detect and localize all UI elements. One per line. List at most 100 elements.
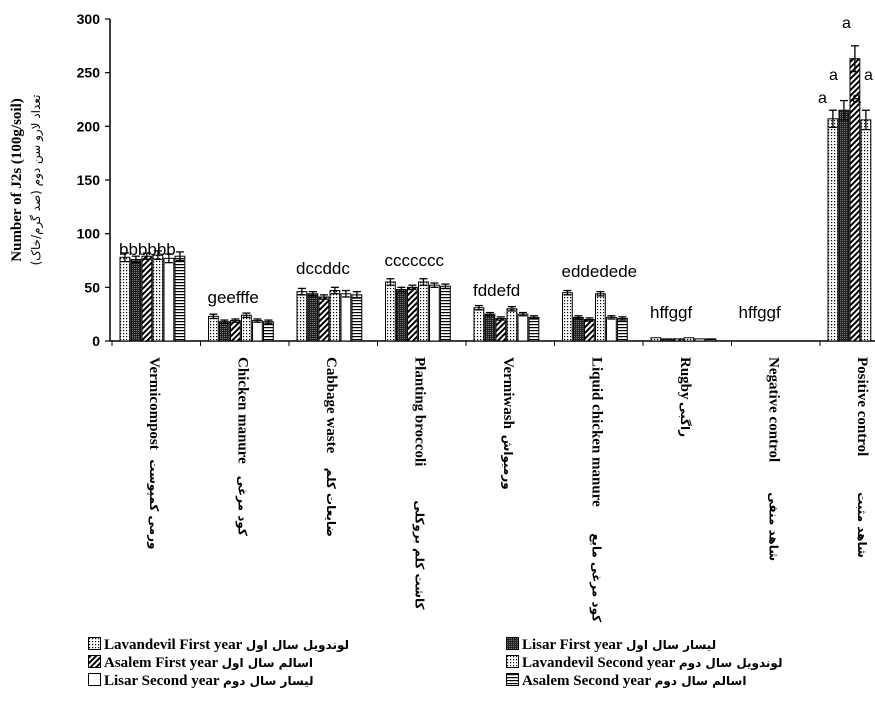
bar (241, 314, 252, 342)
bar (396, 288, 407, 342)
category-label-fa: راگبی (678, 402, 692, 437)
significance-letters: geefffe (208, 288, 259, 307)
legend-label-fa: لیسار سال دوم (223, 674, 314, 688)
bar (252, 320, 263, 342)
y-tick-label: 250 (77, 65, 101, 81)
y-tick-label: 0 (92, 333, 100, 349)
y-axis-title-fa: تعداد لارو سن دوم (صد گرم/خاک) (29, 95, 44, 266)
category-label-en: Negative control (766, 357, 782, 462)
legend-label: Asalem First year (104, 655, 222, 671)
legend-swatch (88, 673, 101, 686)
legend-label: Lavandevil First year (104, 637, 246, 653)
bar (208, 315, 219, 342)
category-label: Negative control شاهد منفی (766, 357, 782, 561)
significance-letter: a (852, 90, 861, 107)
bar (340, 293, 352, 342)
significance-letter: a (829, 67, 838, 84)
bar (506, 308, 518, 342)
bar (119, 256, 131, 342)
legend-label: Lisar Second year (104, 673, 224, 689)
legend-swatch (88, 655, 101, 668)
bar (517, 313, 529, 342)
bar (584, 319, 595, 342)
category-label-fa: ضایعات کلم (324, 468, 338, 537)
bar (318, 296, 330, 342)
bar (860, 119, 872, 342)
category-label: Positive control شاهد مثبت (854, 357, 870, 558)
category-label-fa: ورمی کمپوست (146, 459, 161, 549)
category-label-en: Liquid chicken manure (589, 357, 605, 507)
bar (418, 281, 429, 342)
legend-label-fa: اسالم سال اول (221, 656, 314, 670)
legend: Lisar First year لیسار سال اول Lavandevil… (506, 636, 782, 690)
bar (385, 281, 396, 342)
significance-letters: hffggf (739, 303, 782, 322)
bar (329, 290, 341, 342)
category-label: Cabbage waste ضایعات کلم (323, 357, 339, 537)
bar (573, 316, 584, 342)
legend-label-fa: لوندویل سال اول (245, 638, 349, 652)
bar (130, 258, 142, 342)
bar (528, 316, 540, 342)
legend-swatch (506, 673, 519, 686)
bar (838, 109, 850, 342)
y-tick-label: 50 (84, 279, 100, 295)
bar (429, 284, 440, 342)
legend-label: Asalem Second year (522, 673, 655, 689)
category-label: Vermicompost ورمی کمپوست (146, 357, 162, 549)
significance-letters: dccddc (296, 259, 350, 278)
bar (661, 338, 673, 342)
bar (407, 286, 418, 342)
category-label-en: Planting broccoli (412, 357, 428, 466)
significance-letters: eddedede (562, 262, 638, 281)
significance-letter: a (842, 15, 851, 32)
legend-swatch (506, 655, 519, 668)
y-tick-label: 100 (77, 226, 101, 242)
significance-letter: a (864, 67, 873, 84)
bar (307, 293, 319, 342)
bar (617, 317, 628, 342)
category-label-fa: کود مرغی (235, 476, 250, 536)
legend-swatch (88, 637, 101, 650)
category-label-fa: کود مرغی مایع (589, 533, 604, 622)
bar (141, 255, 153, 342)
y-tick-label: 150 (77, 172, 101, 188)
category-label-fa: ورمیواش (500, 435, 515, 490)
category-label-en: Vermicompost (146, 357, 162, 450)
category-label-en: Vermiwash (500, 357, 516, 430)
category-label: Vermiwash ورمیواش (500, 357, 516, 490)
category-label: Planting broccoli کاشت کلم بروکلی (412, 357, 428, 609)
category-label-fa: کاشت کلم بروکلی (412, 500, 427, 609)
y-axis-title: Number of J2s (100g/soil) (9, 98, 25, 261)
legend-entry: Lavandevil First year لوندویل سال اول (88, 636, 349, 654)
bar (606, 316, 617, 342)
bar (174, 255, 186, 342)
legend-swatch (506, 637, 519, 650)
legend-label: Lavandevil Second year (522, 655, 679, 671)
category-label-en: Positive control (854, 357, 870, 456)
bar (650, 337, 662, 342)
bar (219, 321, 230, 342)
bar (495, 317, 507, 342)
category-label-en: Rugby (677, 357, 693, 400)
legend-label-fa: لوندویل سال دوم (678, 656, 783, 670)
bar (263, 321, 274, 342)
bar (230, 320, 241, 342)
bar (440, 285, 451, 342)
legend-entry: Lisar First year لیسار سال اول (506, 636, 782, 654)
category-label-en: Cabbage waste (323, 357, 339, 454)
legend-entry: Asalem First year اسالم سال اول (88, 654, 349, 672)
category-label: Rugby راگبی (677, 357, 693, 437)
bar (473, 307, 485, 342)
legend: Lavandevil First year لوندویل سال اول Asa… (88, 636, 349, 690)
category-label: Liquid chicken manure کود مرغی مایع (589, 357, 605, 622)
legend-label: Lisar First year (522, 637, 627, 653)
bar (694, 338, 706, 342)
bar (595, 293, 606, 342)
bar (152, 254, 164, 342)
bar (296, 291, 308, 342)
significance-letter: a (818, 90, 827, 107)
category-label-en: Chicken manure (235, 357, 251, 464)
significance-letters: bbbbbb (119, 240, 176, 259)
